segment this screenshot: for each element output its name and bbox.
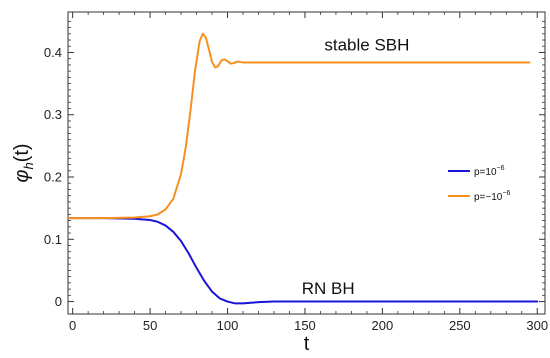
x-tick-label: 150 [294, 318, 316, 333]
x-tick-label: 250 [449, 318, 471, 333]
annotations: stable SBH RN BH [302, 36, 410, 298]
y-tick-label: 0.2 [44, 170, 62, 185]
x-tick-label: 50 [143, 318, 157, 333]
y-axis-label: φh(t) [11, 143, 36, 182]
annotation-2: RN BH [302, 279, 355, 298]
annotation-1: stable SBH [324, 36, 409, 55]
series-lines [67, 32, 539, 305]
plot-frame [67, 11, 546, 315]
axis-labels: t φh(t) [11, 143, 310, 355]
x-tick-label: 0 [69, 318, 76, 333]
y-tick-label: 0.4 [44, 45, 62, 60]
x-axis-label: t [304, 333, 310, 355]
series-line-1 [67, 217, 539, 305]
legend-label-1: p=10−6 [474, 165, 505, 178]
axis-ticks: 0 50 100 150 200 250 300 0 0.1 0.2 0.3 0.4 [44, 12, 548, 333]
plot-frame-rect [67, 11, 546, 315]
x-tick-label: 300 [526, 318, 548, 333]
y-tick-label: 0.3 [44, 107, 62, 122]
x-tick-label: 100 [217, 318, 239, 333]
x-tick-label: 200 [372, 318, 394, 333]
y-tick-label: 0.1 [44, 232, 62, 247]
legend: p=10−6 p=−10−6 [448, 165, 510, 203]
series-line-2 [67, 32, 531, 220]
legend-label-2: p=−10−6 [474, 190, 510, 203]
y-tick-label: 0 [55, 294, 62, 309]
